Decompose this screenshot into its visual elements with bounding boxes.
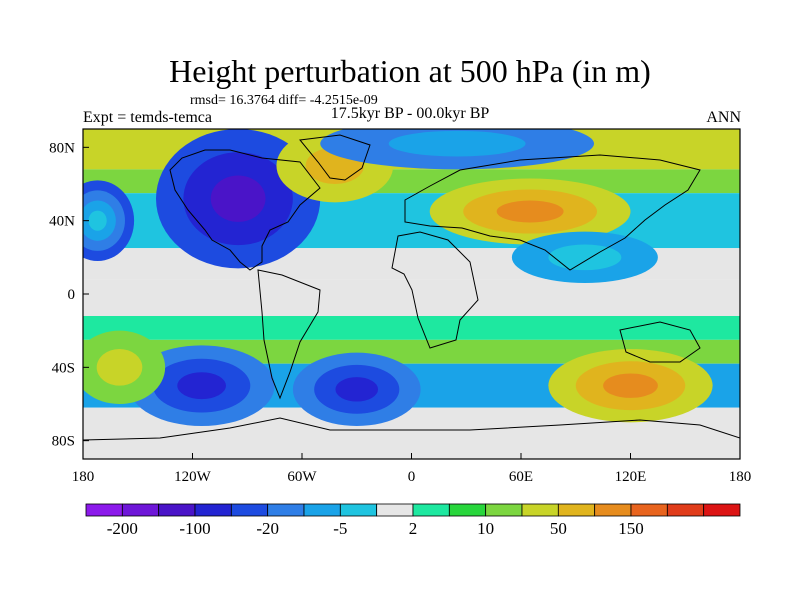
field-region-south-pacific-low bbox=[177, 372, 226, 400]
colorbar-label: 150 bbox=[618, 519, 644, 538]
colorbar-label: 10 bbox=[477, 519, 494, 538]
field-region-indian-ocean-high bbox=[603, 373, 658, 398]
longitude-ticks: 180 120W 60W 0 60E 120E 180 bbox=[72, 453, 752, 485]
coastline-south-america bbox=[257, 269, 321, 400]
colorbar-box bbox=[703, 503, 741, 517]
field-region-south-atlantic-low bbox=[335, 377, 379, 402]
colorbar-box bbox=[85, 503, 123, 517]
colorbar-label: -100 bbox=[179, 519, 210, 538]
coastline-australia bbox=[619, 321, 701, 363]
colorbar-box bbox=[339, 503, 378, 517]
coastline-greenland bbox=[299, 134, 371, 181]
x-tick-label: 120E bbox=[615, 469, 647, 485]
colorbar-box bbox=[485, 503, 523, 517]
x-tick-label: 180 bbox=[72, 469, 95, 485]
colorbar-label: 50 bbox=[550, 519, 567, 538]
colorbar-box bbox=[666, 503, 705, 517]
colorbar-box bbox=[630, 503, 668, 517]
colorbar-box bbox=[376, 503, 414, 517]
colorbar-box bbox=[121, 503, 160, 517]
experiment-label: Expt = temds-temca bbox=[83, 109, 212, 126]
y-tick-label: 40S bbox=[52, 360, 75, 376]
colorbar-box bbox=[267, 503, 305, 517]
colorbar-box bbox=[594, 503, 632, 517]
x-tick-label: 0 bbox=[408, 469, 416, 485]
colorbar: -200 -100 -20 -5 2 10 50 150 bbox=[85, 503, 741, 538]
colorbar-label: 2 bbox=[409, 519, 418, 538]
coastline-north-america bbox=[169, 149, 321, 271]
coastline-africa bbox=[391, 231, 479, 349]
field-region-south-east-pacific-high bbox=[96, 349, 143, 386]
y-tick-label: 0 bbox=[68, 287, 76, 303]
x-tick-label: 120W bbox=[174, 469, 212, 485]
contour-field bbox=[83, 129, 740, 459]
colorbar-box bbox=[521, 503, 559, 517]
colorbar-box bbox=[448, 503, 487, 517]
colorbar-box bbox=[158, 503, 196, 517]
field-band bbox=[83, 316, 740, 340]
plot-title: Height perturbation at 500 hPa (in m) bbox=[169, 53, 651, 89]
colorbar-box bbox=[230, 503, 269, 517]
coastlines bbox=[83, 134, 740, 441]
period-label: 17.5kyr BP - 00.0kyr BP bbox=[330, 105, 490, 122]
colorbar-label: -20 bbox=[256, 519, 279, 538]
y-tick-label: 80N bbox=[49, 140, 75, 156]
latitude-ticks: 80N 40N 0 40S 80S bbox=[49, 140, 89, 450]
field-band bbox=[83, 279, 740, 316]
coastline-antarctica bbox=[83, 417, 740, 441]
colorbar-box bbox=[412, 503, 450, 517]
field-region-arctic-low bbox=[388, 130, 526, 157]
field-region-eurasia-high bbox=[496, 200, 564, 223]
x-tick-label: 60W bbox=[287, 469, 317, 485]
field-region-east-asia-trough bbox=[548, 244, 622, 271]
season-label: ANN bbox=[706, 109, 741, 126]
y-tick-label: 80S bbox=[52, 434, 75, 450]
colorbar-box bbox=[194, 503, 232, 517]
colorbar-box bbox=[557, 503, 596, 517]
colorbar-box bbox=[303, 503, 341, 517]
x-tick-label: 180 bbox=[729, 469, 752, 485]
y-tick-label: 40N bbox=[49, 214, 75, 230]
coastline-eurasia bbox=[404, 154, 701, 271]
colorbar-label: -200 bbox=[107, 519, 138, 538]
field-region-north-pacific-low bbox=[88, 210, 107, 231]
x-tick-label: 60E bbox=[509, 469, 533, 485]
rmsd-stats: rmsd= 16.3764 diff= -4.2515e-09 bbox=[190, 93, 378, 108]
colorbar-label: -5 bbox=[333, 519, 347, 538]
field-region-north-america-low bbox=[210, 175, 266, 222]
